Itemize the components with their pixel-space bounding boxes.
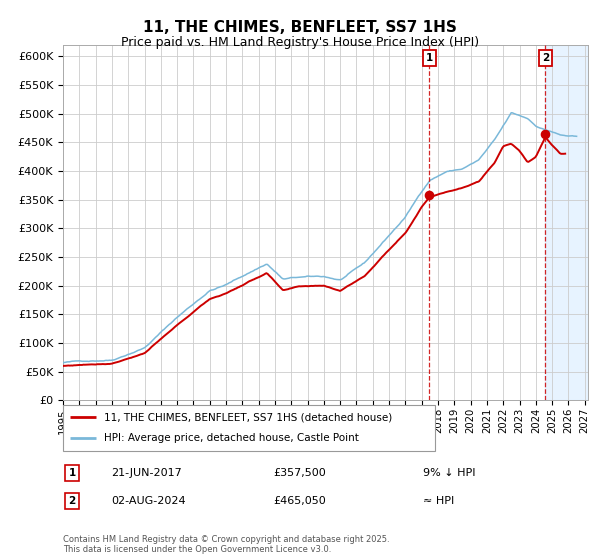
Text: £465,050: £465,050: [273, 496, 326, 506]
Text: HPI: Average price, detached house, Castle Point: HPI: Average price, detached house, Cast…: [104, 433, 359, 444]
Bar: [545, 45, 588, 400]
Point: [425, 191, 434, 200]
Text: 11, THE CHIMES, BENFLEET, SS7 1HS: 11, THE CHIMES, BENFLEET, SS7 1HS: [143, 20, 457, 35]
Text: 02-AUG-2024: 02-AUG-2024: [111, 496, 185, 506]
Text: 2: 2: [542, 53, 549, 63]
Text: Price paid vs. HM Land Registry's House Price Index (HPI): Price paid vs. HM Land Registry's House …: [121, 36, 479, 49]
Text: 1: 1: [68, 468, 76, 478]
Text: £357,500: £357,500: [273, 468, 326, 478]
Point: [541, 129, 550, 138]
Text: 21-JUN-2017: 21-JUN-2017: [111, 468, 182, 478]
Text: 1: 1: [426, 53, 433, 63]
FancyBboxPatch shape: [63, 405, 435, 451]
Text: ≈ HPI: ≈ HPI: [423, 496, 454, 506]
Text: 9% ↓ HPI: 9% ↓ HPI: [423, 468, 476, 478]
Text: 2: 2: [68, 496, 76, 506]
Text: Contains HM Land Registry data © Crown copyright and database right 2025.
This d: Contains HM Land Registry data © Crown c…: [63, 535, 389, 554]
Text: 11, THE CHIMES, BENFLEET, SS7 1HS (detached house): 11, THE CHIMES, BENFLEET, SS7 1HS (detac…: [104, 412, 392, 422]
